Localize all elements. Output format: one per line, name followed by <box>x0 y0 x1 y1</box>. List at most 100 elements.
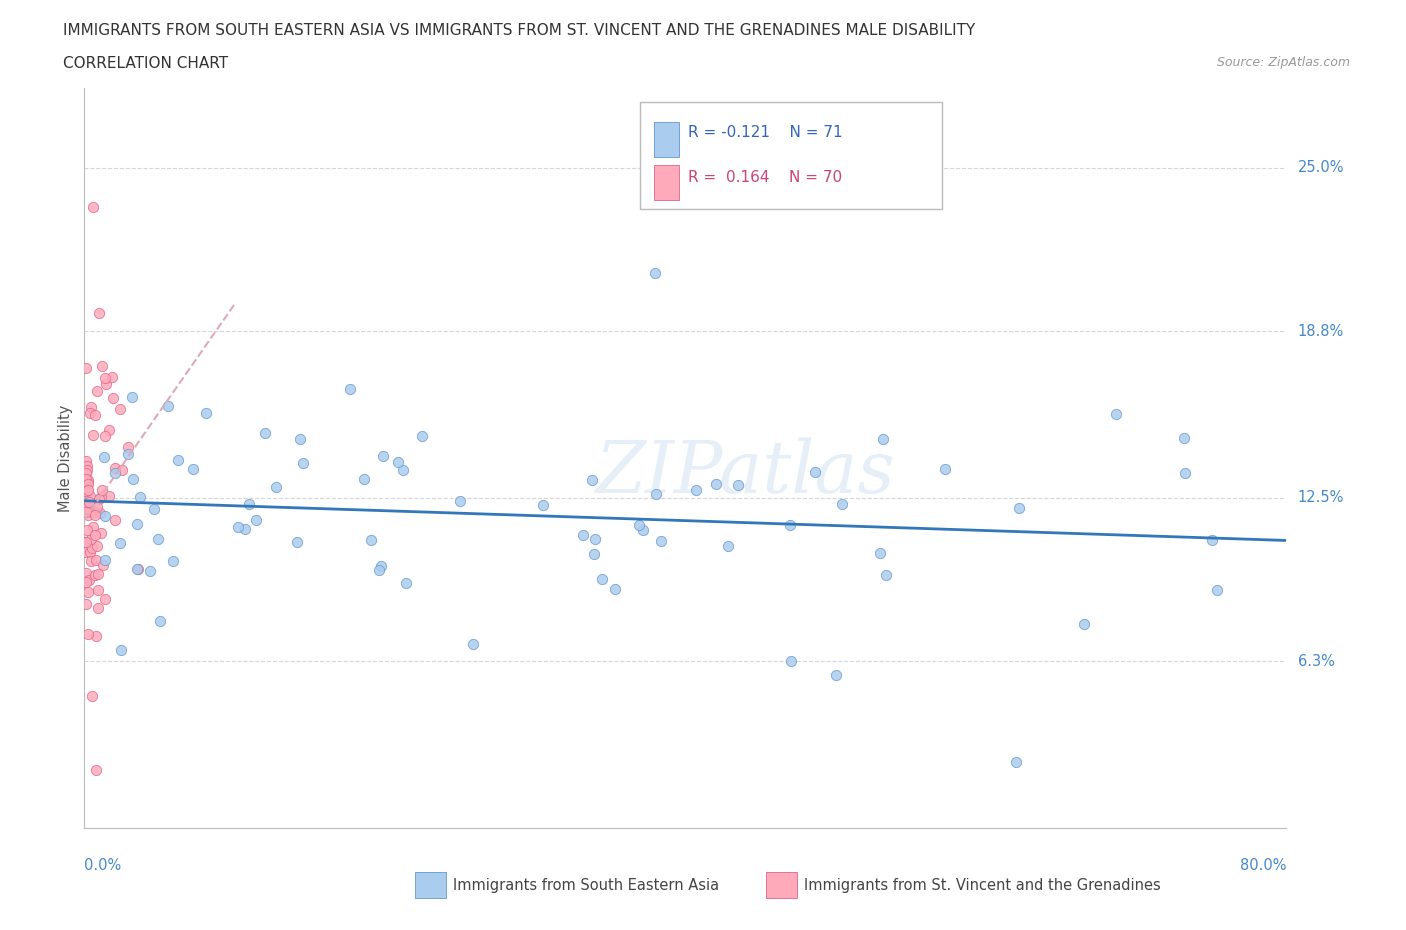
Point <box>80 688 103 703</box>
Point <box>94 591 117 606</box>
Point <box>93 449 115 464</box>
Point <box>100 370 122 385</box>
Point <box>86 763 108 777</box>
Point <box>117 440 139 455</box>
Point <box>76 482 98 497</box>
Point <box>831 496 853 511</box>
Point <box>89 305 111 320</box>
Point <box>290 432 312 446</box>
Point <box>572 527 595 542</box>
Point <box>77 508 100 523</box>
Point <box>94 509 117 524</box>
Point <box>779 654 801 669</box>
Point <box>75 534 97 549</box>
Point <box>77 585 100 600</box>
Point <box>117 447 139 462</box>
Point <box>167 453 190 468</box>
Point <box>181 462 204 477</box>
Point <box>75 472 97 486</box>
Point <box>104 465 127 480</box>
Point <box>90 525 112 540</box>
Point <box>75 484 97 498</box>
Point <box>360 533 382 548</box>
Point <box>94 377 117 392</box>
Point <box>128 489 150 504</box>
Point <box>394 576 416 591</box>
Point <box>75 596 97 611</box>
Point <box>463 636 485 651</box>
Point <box>121 390 143 405</box>
Point <box>89 492 111 507</box>
Point <box>449 493 471 508</box>
Point <box>91 557 114 572</box>
Point <box>1005 754 1028 769</box>
Point <box>1174 466 1197 481</box>
Point <box>156 399 179 414</box>
Text: 12.5%: 12.5% <box>1298 490 1344 505</box>
Point <box>80 399 103 414</box>
Point <box>194 405 217 420</box>
Point <box>804 464 827 479</box>
Point <box>872 432 894 446</box>
Point <box>90 483 112 498</box>
Point <box>1008 500 1031 515</box>
Point <box>86 538 108 553</box>
Text: 0.0%: 0.0% <box>84 858 121 873</box>
Point <box>824 667 846 682</box>
Point <box>75 574 97 589</box>
Point <box>1105 406 1128 421</box>
Point <box>76 472 98 487</box>
Point <box>75 565 97 580</box>
Point <box>1073 617 1095 631</box>
Point <box>79 489 101 504</box>
Text: Immigrants from South Eastern Asia: Immigrants from South Eastern Asia <box>453 878 718 893</box>
Point <box>581 473 603 488</box>
Point <box>411 429 433 444</box>
Point <box>704 477 727 492</box>
Text: R = -0.121    N = 71: R = -0.121 N = 71 <box>688 125 842 140</box>
Point <box>645 487 668 502</box>
Point <box>79 501 101 516</box>
Point <box>531 498 554 512</box>
Point <box>76 458 98 473</box>
Point <box>86 499 108 514</box>
Point <box>80 532 103 547</box>
Point <box>94 552 117 567</box>
Point <box>245 512 267 527</box>
Point <box>238 497 260 512</box>
Point <box>84 528 107 543</box>
Point <box>253 426 276 441</box>
Point <box>83 504 105 519</box>
Point <box>84 552 107 567</box>
Point <box>97 488 120 503</box>
Point <box>233 522 256 537</box>
Point <box>685 482 707 497</box>
Point <box>94 429 117 444</box>
Point <box>591 572 613 587</box>
Point <box>98 422 121 437</box>
Point <box>89 506 111 521</box>
Point <box>1173 431 1195 445</box>
Point <box>79 405 101 420</box>
Point <box>162 553 184 568</box>
Point <box>650 533 672 548</box>
Point <box>75 545 97 560</box>
Point <box>87 583 110 598</box>
Point <box>869 546 891 561</box>
Point <box>77 475 100 490</box>
Point <box>367 563 389 578</box>
Point <box>80 540 103 555</box>
Point <box>727 477 749 492</box>
Text: Source: ZipAtlas.com: Source: ZipAtlas.com <box>1216 56 1350 69</box>
Text: CORRELATION CHART: CORRELATION CHART <box>63 56 228 71</box>
Point <box>111 463 134 478</box>
Point <box>392 462 415 477</box>
Point <box>76 500 98 515</box>
Point <box>146 532 169 547</box>
Point <box>84 629 107 644</box>
Point <box>75 466 97 481</box>
Point <box>77 626 100 641</box>
Point <box>264 479 287 494</box>
Point <box>110 643 132 658</box>
Text: 25.0%: 25.0% <box>1298 160 1344 175</box>
